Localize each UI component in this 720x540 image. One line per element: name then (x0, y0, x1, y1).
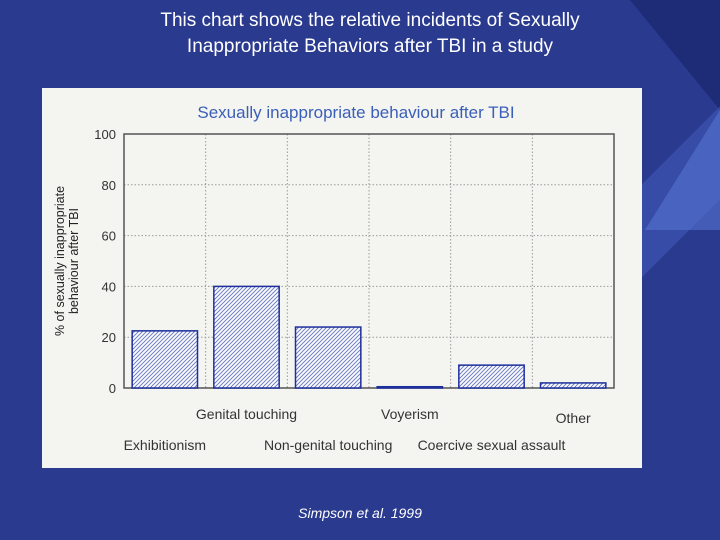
chart-title: Sexually inappropriate behaviour after T… (197, 103, 514, 122)
y-tick-label: 60 (102, 229, 116, 244)
x-category-label: Exhibitionism (124, 437, 206, 453)
y-tick-label: 0 (109, 381, 116, 396)
bar-other (539, 382, 607, 389)
bar-voyerism (376, 385, 444, 389)
bar-non-genital-touching (294, 326, 362, 389)
y-tick-label: 20 (102, 330, 116, 345)
y-tick-label: 100 (94, 127, 116, 142)
x-category-label: Non-genital touching (264, 437, 392, 453)
corner-decoration (630, 0, 720, 110)
slide-title-line-2: Inappropriate Behaviors after TBI in a s… (186, 36, 554, 57)
bar-exhibitionism (131, 330, 199, 389)
y-tick-label: 80 (102, 178, 116, 193)
bar-genital-touching (213, 285, 280, 389)
y-axis-label-line-2: behaviour after TBI (67, 208, 81, 314)
slide-title-line-1: This chart shows the relative incidents … (160, 10, 580, 31)
stripe-decoration (640, 0, 720, 540)
x-category-label: Genital touching (196, 406, 297, 422)
slide-title: This chart shows the relative incidents … (90, 8, 650, 60)
x-category-label: Voyerism (381, 406, 439, 422)
bar-coercive-sexual-assault (458, 364, 525, 389)
chart-panel: Sexually inappropriate behaviour after T… (42, 88, 642, 468)
x-category-label: Other (556, 410, 591, 426)
y-axis-label-line-1: % of sexually inappropriate (53, 186, 67, 336)
bar-chart: Sexually inappropriate behaviour after T… (53, 103, 615, 453)
citation: Simpson et al. 1999 (298, 505, 422, 521)
x-category-label: Coercive sexual assault (418, 437, 566, 453)
plot-frame (123, 133, 615, 389)
y-tick-label: 40 (102, 279, 116, 294)
triangle-decoration (645, 110, 720, 230)
